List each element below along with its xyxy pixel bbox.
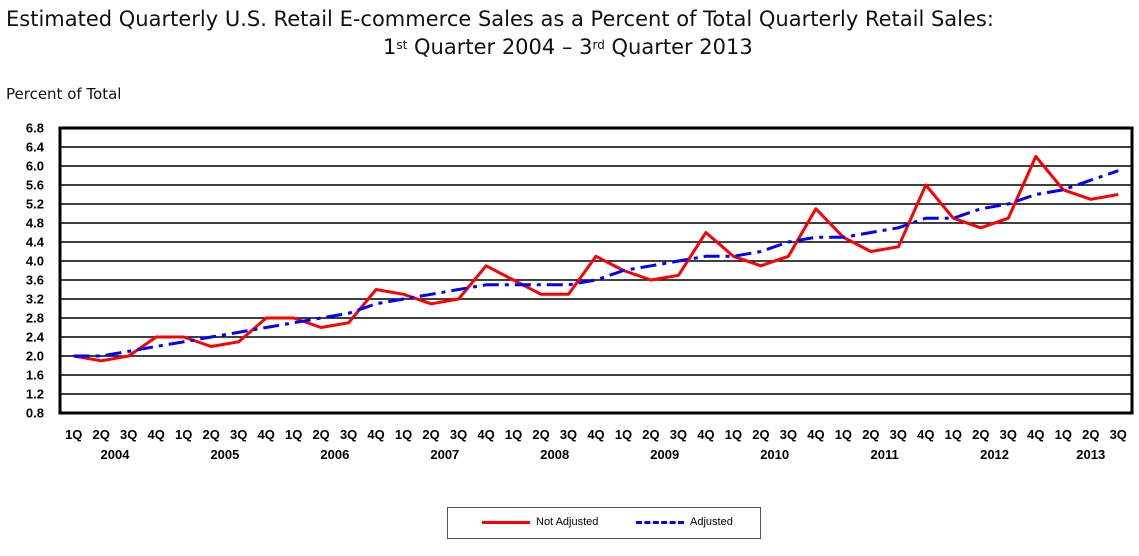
title-sup-st: st xyxy=(396,38,408,52)
y-tick-label-15: 6.8 xyxy=(26,121,44,136)
x-tick-label-11: 4Q xyxy=(367,427,384,442)
x-tick-label-17: 2Q xyxy=(532,427,549,442)
x-tick-label-1: 2Q xyxy=(93,427,110,442)
y-tick-label-9: 4.4 xyxy=(26,235,45,250)
x-tick-label-13: 2Q xyxy=(422,427,439,442)
year-label-2007: 2007 xyxy=(430,447,459,462)
x-tick-label-25: 2Q xyxy=(752,427,769,442)
x-tick-label-22: 3Q xyxy=(670,427,687,442)
x-tick-label-37: 2Q xyxy=(1082,427,1099,442)
chart-title-line2: 1st Quarter 2004 – 3rd Quarter 2013 xyxy=(383,34,753,61)
title-part-a: 1 xyxy=(383,35,397,59)
x-tick-label-29: 2Q xyxy=(862,427,879,442)
y-tick-label-0: 0.8 xyxy=(26,406,44,421)
x-tick-label-23: 4Q xyxy=(697,427,714,442)
x-tick-label-7: 4Q xyxy=(257,427,274,442)
year-label-2006: 2006 xyxy=(320,447,349,462)
x-tick-label-10: 3Q xyxy=(340,427,357,442)
x-tick-label-8: 1Q xyxy=(285,427,302,442)
x-tick-label-28: 1Q xyxy=(835,427,852,442)
x-tick-label-0: 1Q xyxy=(65,427,82,442)
legend: Not Adjusted Adjusted xyxy=(447,507,761,539)
x-tick-label-12: 1Q xyxy=(395,427,412,442)
y-tick-label-2: 1.6 xyxy=(26,368,44,383)
x-tick-label-5: 2Q xyxy=(203,427,220,442)
y-tick-label-12: 5.6 xyxy=(26,178,44,193)
y-tick-label-10: 4.8 xyxy=(26,216,44,231)
x-tick-label-21: 2Q xyxy=(642,427,659,442)
title-part-b: Quarter 2004 – 3 xyxy=(407,35,593,59)
x-tick-label-31: 4Q xyxy=(917,427,934,442)
y-tick-label-3: 2.0 xyxy=(26,349,44,364)
x-tick-label-19: 4Q xyxy=(587,427,604,442)
x-tick-label-15: 4Q xyxy=(477,427,494,442)
x-tick-label-26: 3Q xyxy=(780,427,797,442)
x-tick-label-33: 2Q xyxy=(972,427,989,442)
legend-label-adjusted: Adjusted xyxy=(690,516,733,528)
y-tick-label-11: 5.2 xyxy=(26,197,44,212)
y-tick-label-7: 3.6 xyxy=(26,273,44,288)
x-tick-label-24: 1Q xyxy=(725,427,742,442)
year-label-2011: 2011 xyxy=(871,447,899,462)
year-label-2013: 2013 xyxy=(1076,447,1105,462)
x-tick-label-3: 4Q xyxy=(148,427,165,442)
x-tick-label-2: 3Q xyxy=(120,427,137,442)
x-tick-label-35: 4Q xyxy=(1027,427,1044,442)
y-tick-label-5: 2.8 xyxy=(26,311,44,326)
year-label-2010: 2010 xyxy=(760,447,789,462)
x-tick-label-14: 3Q xyxy=(450,427,467,442)
year-label-2005: 2005 xyxy=(210,447,239,462)
y-tick-label-13: 6.0 xyxy=(26,159,44,174)
x-tick-label-27: 4Q xyxy=(807,427,824,442)
year-label-2012: 2012 xyxy=(980,447,1009,462)
line-chart: 0.8 1.2 1.6 2.0 2.4 2.8 3.2 3.6 4.0 4.4 4.8 5.2 5.6 6… xyxy=(26,121,1134,462)
y-tick-label-14: 6.4 xyxy=(26,140,45,155)
legend-label-not-adjusted: Not Adjusted xyxy=(536,516,599,528)
title-part-c: Quarter 2013 xyxy=(604,35,753,59)
x-tick-label-36: 1Q xyxy=(1055,427,1072,442)
series-line-not-adjusted xyxy=(73,155,1119,363)
y-tick-label-4: 2.4 xyxy=(26,330,45,345)
legend-swatch-not-adjusted xyxy=(482,520,530,524)
x-tick-label-32: 1Q xyxy=(945,427,962,442)
title-sup-rd: rd xyxy=(592,38,605,52)
x-tick-label-38: 3Q xyxy=(1110,427,1127,442)
x-tick-label-9: 2Q xyxy=(312,427,329,442)
x-tick-label-6: 3Q xyxy=(230,427,247,442)
y-tick-label-1: 1.2 xyxy=(26,387,44,402)
plot-area xyxy=(58,126,1134,415)
legend-item-not-adjusted: Not Adjusted xyxy=(482,516,598,528)
year-label-2009: 2009 xyxy=(650,447,679,462)
x-tick-label-16: 1Q xyxy=(505,427,522,442)
y-tick-label-6: 3.2 xyxy=(26,292,44,307)
chart-title-line1: Estimated Quarterly U.S. Retail E-commer… xyxy=(6,7,994,31)
x-tick-label-20: 1Q xyxy=(615,427,632,442)
x-tick-label-18: 3Q xyxy=(560,427,577,442)
y-tick-label-8: 4.0 xyxy=(26,254,44,269)
year-label-2004: 2004 xyxy=(101,447,131,462)
x-tick-label-4: 1Q xyxy=(175,427,192,442)
y-axis-label: Percent of Total xyxy=(6,85,122,103)
year-label-2008: 2008 xyxy=(540,447,569,462)
series-line-adjusted xyxy=(73,169,1119,358)
legend-swatch-adjusted xyxy=(636,520,684,524)
x-tick-label-34: 3Q xyxy=(1000,427,1017,442)
legend-item-adjusted: Adjusted xyxy=(636,516,733,528)
x-tick-label-30: 3Q xyxy=(890,427,907,442)
